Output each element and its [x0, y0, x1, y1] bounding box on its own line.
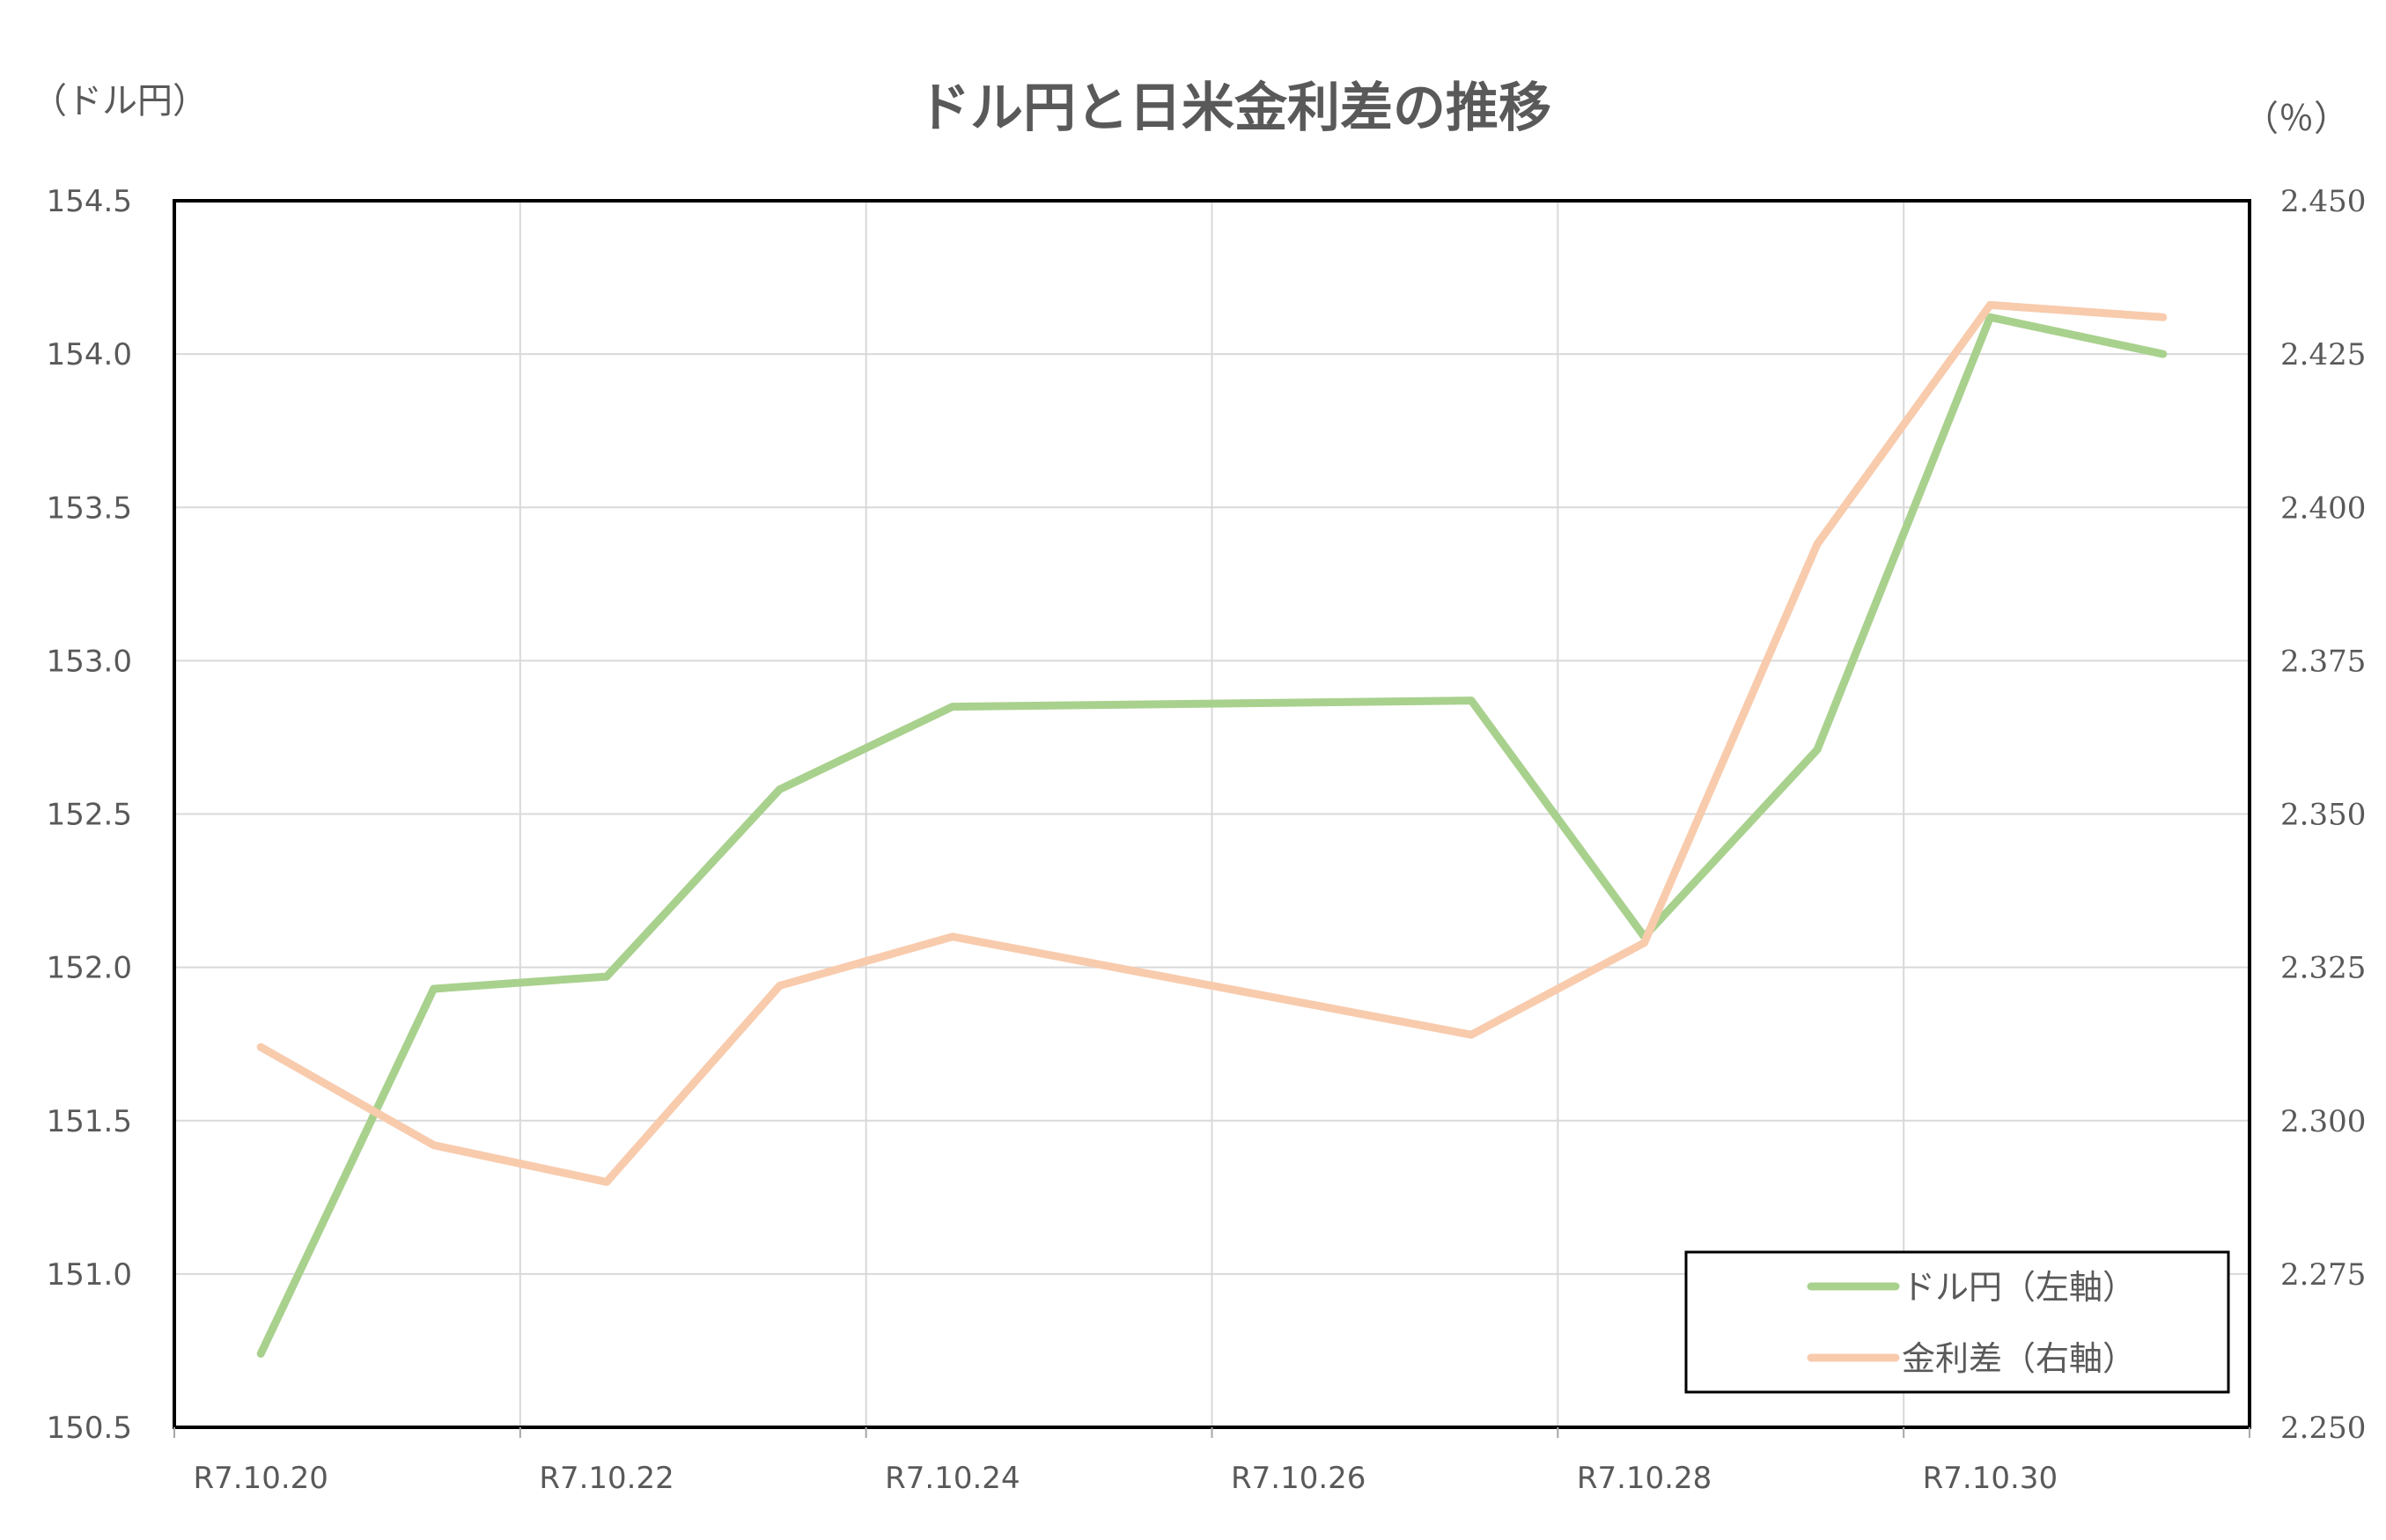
x-tick-label: R7.10.22: [539, 1461, 674, 1496]
left-tick-label: 152.5: [47, 798, 132, 833]
x-tick-label: R7.10.30: [1923, 1461, 2058, 1496]
legend-box: [1684, 1250, 2230, 1394]
chart-title: ドル円と日米金利差の推移: [917, 77, 1551, 139]
right-tick-label: 2.300: [2280, 1104, 2366, 1139]
series-line-usdjpy: [256, 313, 2168, 1358]
left-tick-label: 154.0: [47, 337, 132, 372]
legend: ドル円（左軸） 金利差（右軸）: [1684, 1250, 2230, 1394]
axis-ticks: [173, 1427, 2250, 1438]
x-tick-label: R7.10.24: [885, 1461, 1020, 1496]
left-axis-unit-label: （ドル円）: [32, 81, 208, 122]
right-tick-label: 2.450: [2280, 184, 2366, 219]
right-tick-label: 2.375: [2280, 644, 2366, 679]
right-tick-label: 2.350: [2280, 798, 2366, 833]
left-tick-label: 151.0: [47, 1257, 132, 1293]
legend-label-rate-spread: 金利差（右軸）: [1902, 1339, 2136, 1378]
left-tick-label: 150.5: [47, 1411, 132, 1446]
series-line-rate-spread: [256, 300, 2168, 1186]
right-axis-unit-label: （％）: [2243, 99, 2349, 139]
left-tick-label: 153.5: [47, 490, 132, 526]
left-tick-label: 154.5: [47, 184, 132, 219]
gridlines: [174, 200, 2250, 1428]
right-tick-label: 2.250: [2280, 1411, 2366, 1446]
left-tick-label: 151.5: [47, 1104, 132, 1139]
right-tick-label: 2.425: [2280, 337, 2366, 372]
left-tick-label: 153.0: [47, 644, 132, 679]
x-tick-label: R7.10.20: [194, 1461, 328, 1496]
left-tick-label: 152.0: [47, 951, 132, 986]
x-tick-label: R7.10.26: [1231, 1461, 1366, 1496]
x-axis-tick-labels: R7.10.20 R7.10.22 R7.10.24 R7.10.26 R7.10.28…: [194, 1461, 2058, 1496]
x-tick-label: R7.10.28: [1577, 1461, 1712, 1496]
legend-label-usdjpy: ドル円（左軸）: [1902, 1268, 2136, 1307]
left-axis-tick-labels: 150.5 151.0 151.5 152.0 152.5 153.0 153.5 154.0…: [47, 184, 132, 1446]
series-lines: [256, 300, 2168, 1358]
right-tick-label: 2.275: [2280, 1257, 2366, 1293]
right-tick-label: 2.325: [2280, 951, 2366, 986]
right-axis-tick-labels: 2.250 2.275 2.300 2.325 2.350 2.375 2.400 2.425…: [2280, 184, 2366, 1446]
right-tick-label: 2.400: [2280, 490, 2366, 526]
